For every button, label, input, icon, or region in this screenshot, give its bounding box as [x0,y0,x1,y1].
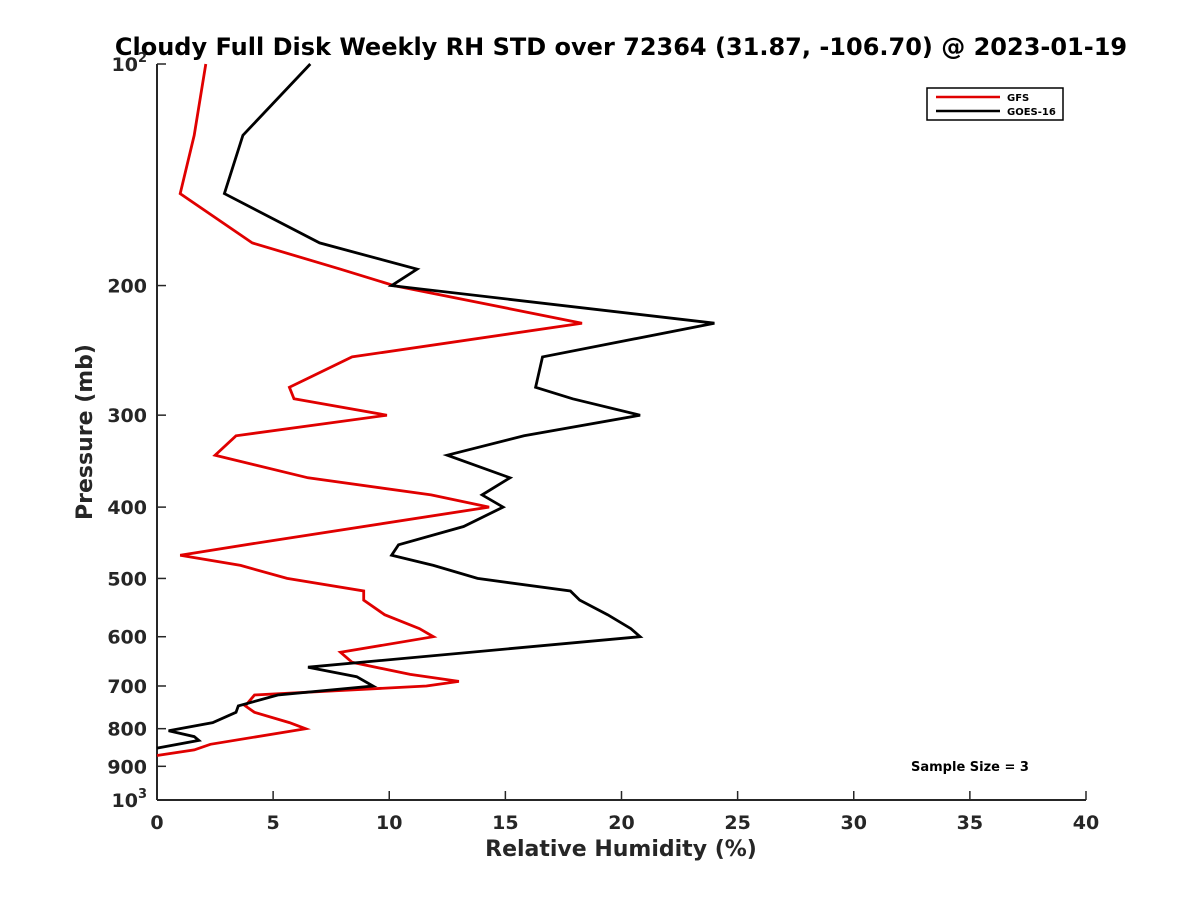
y-tick-label: 300 [107,405,147,427]
x-tick-label: 40 [1073,812,1099,834]
y-ticks: 102 200 300 400 500 600 700 800 900 103 [107,51,166,812]
y-tick-label: 103 [112,787,148,812]
x-tick-label: 25 [724,812,750,834]
chart-title: Cloudy Full Disk Weekly RH STD over 7236… [115,33,1127,61]
legend-box [926,87,1064,121]
x-tick-label: 0 [150,812,163,834]
x-tick-label: 35 [957,812,983,834]
x-tick-label: 15 [492,812,518,834]
y-tick-label: 500 [107,568,147,590]
y-tick-label: 102 [112,51,148,76]
series-layer [156,63,715,757]
y-tick-label: 600 [107,627,147,649]
y-tick-label: 700 [107,676,147,698]
y-tick-label: 200 [107,276,147,298]
series-line-goes-16 [156,63,715,750]
y-tick-label: 800 [107,719,147,741]
y-tick-label: 400 [107,497,147,519]
legend-label-goes16: GOES-16 [1007,107,1056,118]
y-axis-label: Pressure (mb) [73,344,98,520]
plot-area: 0 5 10 15 20 25 30 35 40 102 200 300 400 500 600 700 80… [107,51,1099,834]
x-tick-label: 10 [376,812,402,834]
x-tick-label: 5 [267,812,280,834]
legend-label-gfs: GFS [1007,93,1029,104]
x-ticks: 0 5 10 15 20 25 30 35 40 [150,791,1099,834]
x-tick-label: 30 [841,812,867,834]
y-tick-label: 900 [107,756,147,778]
x-axis-label: Relative Humidity (%) [485,837,757,862]
x-tick-label: 20 [608,812,634,834]
legend: GFS GOES-16 [926,87,1064,121]
sample-size-annotation: Sample Size = 3 [911,760,1029,775]
